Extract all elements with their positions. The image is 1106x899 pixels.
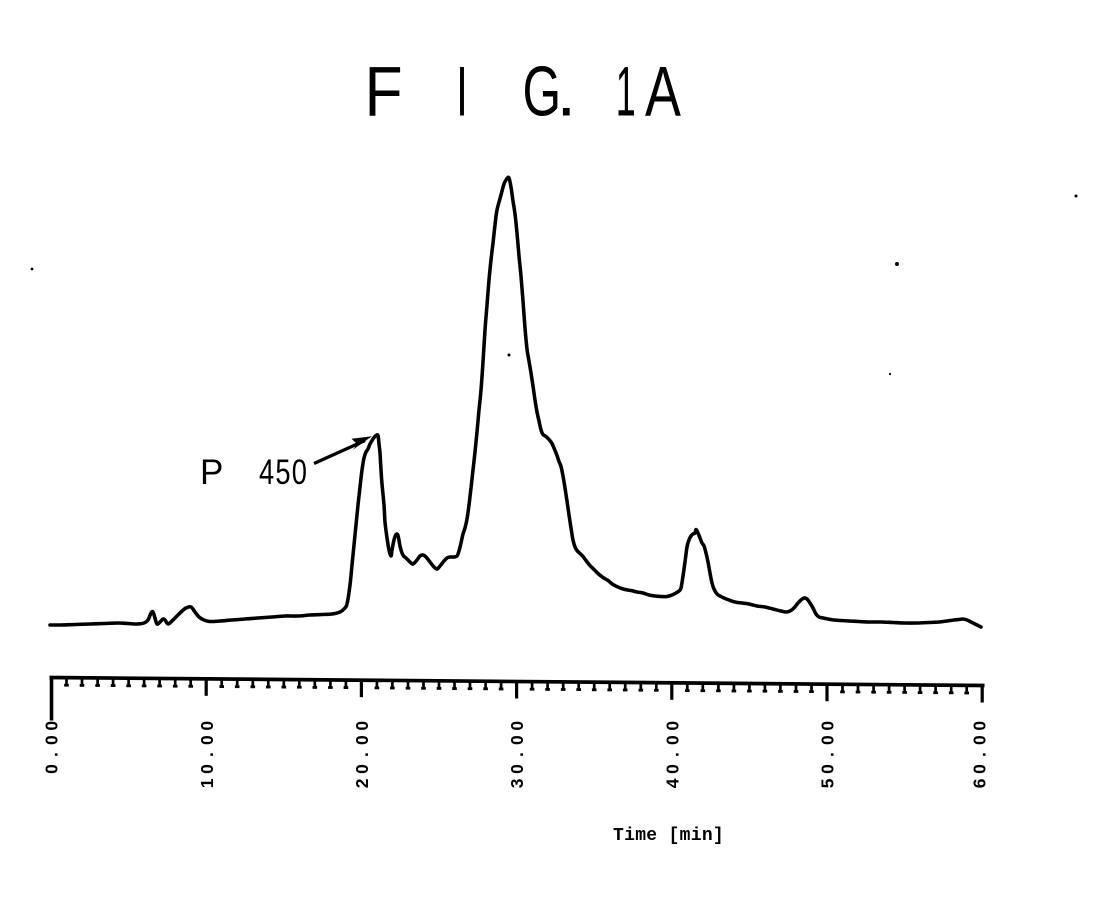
svg-text:0: 0 [662, 764, 682, 774]
svg-text:P: P [200, 453, 223, 492]
svg-text:0: 0 [507, 735, 527, 745]
svg-text:3: 3 [507, 778, 527, 788]
svg-text:4: 4 [662, 778, 682, 788]
svg-text:0: 0 [969, 764, 989, 774]
svg-text:.: . [969, 752, 989, 757]
svg-text:.: . [507, 752, 527, 757]
svg-text:6: 6 [969, 778, 989, 788]
svg-text:0: 0 [662, 721, 682, 731]
svg-text:0: 0 [507, 764, 527, 774]
svg-text:F: F [365, 53, 403, 131]
svg-text:0: 0 [42, 721, 62, 731]
svg-text:.: . [818, 752, 838, 757]
svg-text:1: 1 [197, 778, 217, 788]
svg-text:0: 0 [197, 721, 217, 731]
svg-text:G: G [523, 52, 562, 131]
svg-text:I: I [456, 52, 468, 131]
svg-text:5: 5 [818, 778, 838, 788]
svg-text:1: 1 [616, 51, 636, 130]
svg-text:.: . [42, 752, 62, 757]
svg-text:0: 0 [42, 735, 62, 745]
svg-text:0: 0 [352, 735, 372, 745]
svg-text:Time [min]: Time [min] [613, 826, 724, 846]
svg-text:0: 0 [969, 735, 989, 745]
svg-text:0: 0 [507, 721, 527, 731]
svg-text:0: 0 [818, 764, 838, 774]
svg-text:.: . [352, 752, 372, 757]
svg-text:.: . [197, 752, 217, 757]
svg-text:0: 0 [818, 721, 838, 731]
svg-text:0: 0 [662, 735, 682, 745]
svg-text:A: A [645, 53, 681, 132]
svg-text:0: 0 [197, 735, 217, 745]
svg-text:0: 0 [969, 721, 989, 731]
svg-text:0: 0 [352, 721, 372, 731]
svg-text:0: 0 [42, 764, 62, 774]
svg-text:2: 2 [352, 778, 372, 788]
svg-text:450: 450 [259, 453, 308, 492]
svg-text:.: . [557, 52, 577, 131]
svg-text:.: . [662, 752, 682, 757]
svg-text:0: 0 [818, 735, 838, 745]
svg-text:0: 0 [197, 764, 217, 774]
svg-text:0: 0 [352, 764, 372, 774]
